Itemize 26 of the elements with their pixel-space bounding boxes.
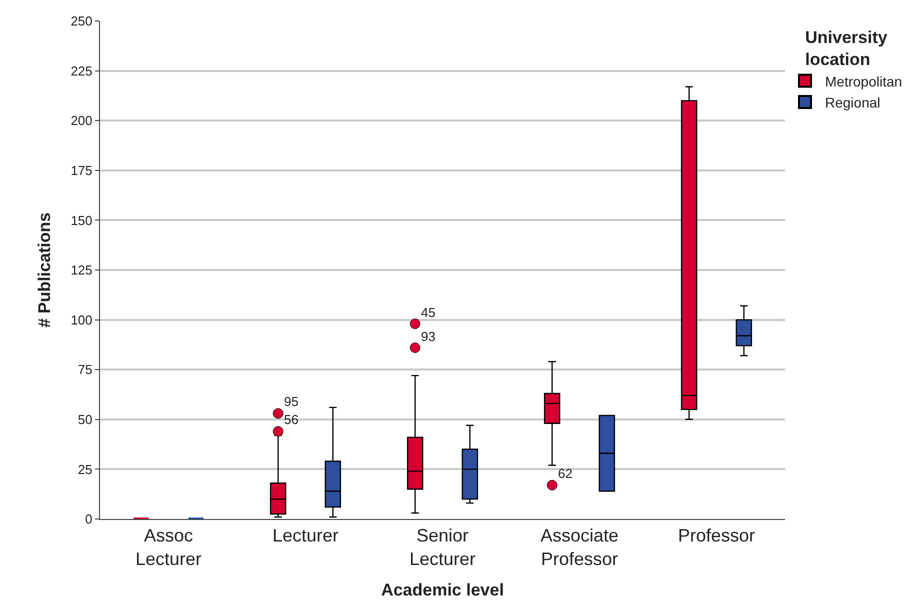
legend-label: Metropolitan <box>825 73 902 90</box>
y-tick-label: 125 <box>70 262 92 278</box>
y-tick-label: 250 <box>70 14 92 29</box>
legend-title: University location <box>805 28 888 70</box>
x-tick-label: Assoc Lecturer <box>135 526 202 569</box>
y-tick-label: 175 <box>70 162 92 178</box>
y-tick-label: 50 <box>78 412 92 427</box>
x-tick-label: Lecturer <box>272 526 339 546</box>
x-tick-label: Senior Lecturer <box>409 526 476 569</box>
annotation: 56 <box>284 412 298 427</box>
y-tick-label: 200 <box>70 113 92 128</box>
x-axis-title: Academic level <box>381 580 504 600</box>
annotation: 95 <box>284 394 298 409</box>
y-tick-label: 75 <box>78 362 92 378</box>
x-tick-label: Associate Professor <box>540 526 619 569</box>
y-axis-title: # Publications <box>35 212 54 328</box>
y-tick-label: 225 <box>70 63 92 78</box>
x-tick-label: Professor <box>678 526 756 546</box>
y-tick-label: 0 <box>85 512 92 527</box>
annotation: 62 <box>558 466 572 481</box>
y-tick-label: 150 <box>70 212 92 228</box>
annotation: 45 <box>421 305 436 320</box>
legend-label: Regional <box>825 94 880 110</box>
annotation: 93 <box>421 329 436 344</box>
y-tick-label: 25 <box>78 462 92 477</box>
y-tick-label: 100 <box>70 312 92 328</box>
